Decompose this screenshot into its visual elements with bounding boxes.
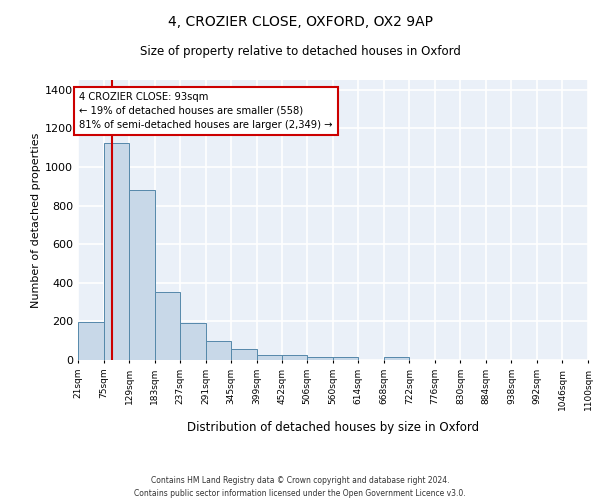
Bar: [307, 356, 333, 360]
Bar: [180, 323, 206, 360]
Bar: [333, 356, 358, 360]
Bar: [384, 357, 409, 360]
Bar: [231, 350, 257, 360]
Bar: [282, 355, 307, 360]
X-axis label: Distribution of detached houses by size in Oxford: Distribution of detached houses by size …: [187, 421, 479, 434]
Text: 4, CROZIER CLOSE, OXFORD, OX2 9AP: 4, CROZIER CLOSE, OXFORD, OX2 9AP: [167, 15, 433, 29]
Bar: [257, 355, 282, 360]
Bar: [78, 322, 104, 360]
Bar: [104, 143, 129, 360]
Y-axis label: Number of detached properties: Number of detached properties: [31, 132, 41, 308]
Bar: [129, 190, 155, 360]
Text: Contains HM Land Registry data © Crown copyright and database right 2024.
Contai: Contains HM Land Registry data © Crown c…: [134, 476, 466, 498]
Text: Size of property relative to detached houses in Oxford: Size of property relative to detached ho…: [140, 45, 460, 58]
Bar: [206, 340, 231, 360]
Bar: [155, 292, 180, 360]
Text: 4 CROZIER CLOSE: 93sqm
← 19% of detached houses are smaller (558)
81% of semi-de: 4 CROZIER CLOSE: 93sqm ← 19% of detached…: [79, 92, 333, 130]
